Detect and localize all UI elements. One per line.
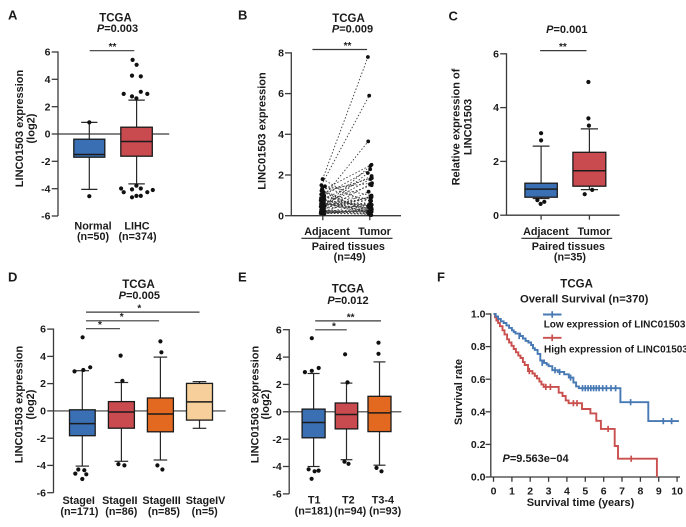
svg-text:(n=171): (n=171) — [60, 506, 99, 518]
svg-text:10: 10 — [671, 486, 683, 498]
svg-text:8: 8 — [637, 486, 643, 498]
svg-text:**: ** — [559, 42, 567, 53]
svg-text:-6: -6 — [41, 211, 50, 223]
svg-text:0: 0 — [493, 210, 499, 222]
svg-text:(n=181): (n=181) — [295, 505, 334, 517]
svg-text:6: 6 — [601, 486, 607, 498]
svg-text:6: 6 — [45, 47, 51, 59]
svg-text:0: 0 — [278, 210, 284, 222]
svg-text:4: 4 — [493, 102, 499, 114]
svg-text:6: 6 — [40, 324, 46, 336]
svg-text:4: 4 — [45, 74, 51, 86]
svg-text:P=0.001: P=0.001 — [546, 24, 587, 36]
svg-text:**: ** — [344, 41, 352, 52]
svg-text:Relative expression of: Relative expression of — [451, 68, 463, 185]
svg-text:LINC01503 expression: LINC01503 expression — [257, 72, 269, 190]
svg-text:Tumor: Tumor — [358, 226, 392, 238]
svg-text:Survival rate: Survival rate — [453, 359, 465, 425]
svg-text:-4: -4 — [41, 183, 50, 195]
svg-text:P=0.009: P=0.009 — [332, 23, 373, 35]
svg-text:Adjacent: Adjacent — [523, 226, 569, 238]
svg-text:Survival time (years): Survival time (years) — [527, 497, 635, 509]
svg-text:0: 0 — [45, 129, 51, 141]
svg-text:-4: -4 — [272, 461, 281, 473]
svg-text:-4: -4 — [37, 460, 46, 472]
svg-text:0.0: 0.0 — [471, 472, 486, 484]
svg-text:2: 2 — [493, 156, 499, 168]
svg-text:1: 1 — [509, 486, 515, 498]
svg-text:(n=50): (n=50) — [77, 231, 110, 243]
svg-text:**: ** — [109, 42, 117, 53]
svg-text:A: A — [8, 8, 18, 23]
svg-text:0.2: 0.2 — [471, 439, 486, 451]
svg-text:*: * — [332, 321, 336, 332]
svg-text:*: * — [98, 320, 102, 331]
svg-text:P=9.563e−04: P=9.563e−04 — [503, 453, 570, 465]
svg-text:0.6: 0.6 — [471, 374, 486, 386]
svg-text:(n=49): (n=49) — [334, 252, 367, 264]
svg-text:(log2): (log2) — [260, 389, 272, 419]
svg-text:8: 8 — [278, 48, 284, 60]
svg-text:(n=5): (n=5) — [192, 506, 219, 518]
svg-text:5: 5 — [582, 486, 588, 498]
svg-text:*: * — [120, 312, 124, 323]
svg-text:B: B — [238, 8, 247, 23]
svg-text:2: 2 — [276, 379, 282, 391]
svg-text:Adjacent: Adjacent — [304, 226, 350, 238]
svg-text:LINC01503 expression: LINC01503 expression — [14, 346, 26, 464]
svg-text:-2: -2 — [272, 434, 281, 446]
svg-text:2: 2 — [40, 378, 46, 390]
svg-text:(n=35): (n=35) — [554, 252, 587, 264]
svg-text:Tumor: Tumor — [578, 226, 612, 238]
svg-text:2: 2 — [278, 170, 284, 182]
svg-text:(log2): (log2) — [26, 113, 38, 143]
svg-text:9: 9 — [656, 486, 662, 498]
svg-text:LINC01503: LINC01503 — [463, 99, 475, 155]
svg-text:4: 4 — [564, 486, 570, 498]
svg-text:6: 6 — [276, 324, 282, 336]
svg-text:(n=86): (n=86) — [105, 506, 138, 518]
svg-text:0.8: 0.8 — [471, 341, 486, 353]
svg-text:2: 2 — [527, 486, 533, 498]
svg-text:0.4: 0.4 — [471, 406, 486, 418]
svg-text:P=0.012: P=0.012 — [327, 295, 368, 307]
svg-text:Overall Survival (n=370): Overall Survival (n=370) — [520, 293, 649, 305]
svg-text:-2: -2 — [41, 156, 50, 168]
svg-text:High expression of LINC01503: High expression of LINC01503 — [544, 345, 686, 356]
svg-text:D: D — [8, 270, 17, 285]
svg-text:3: 3 — [546, 486, 552, 498]
svg-text:E: E — [238, 270, 247, 285]
svg-text:6: 6 — [493, 48, 499, 60]
svg-text:*: * — [137, 303, 141, 314]
svg-text:TCGA: TCGA — [332, 284, 365, 296]
svg-text:1.0: 1.0 — [471, 309, 486, 321]
svg-text:6: 6 — [278, 88, 284, 100]
svg-text:7: 7 — [619, 486, 625, 498]
svg-text:P=0.003: P=0.003 — [97, 23, 138, 35]
svg-text:F: F — [437, 270, 445, 285]
svg-text:**: ** — [347, 312, 355, 323]
svg-text:4: 4 — [276, 352, 282, 364]
svg-text:-2: -2 — [37, 433, 46, 445]
svg-text:0: 0 — [40, 406, 46, 418]
svg-text:4: 4 — [278, 129, 284, 141]
svg-text:0: 0 — [276, 406, 282, 418]
svg-text:(n=94): (n=94) — [334, 505, 367, 517]
svg-text:(n=93): (n=93) — [369, 505, 402, 517]
svg-text:P=0.005: P=0.005 — [119, 290, 160, 302]
svg-text:LINC01503 expression: LINC01503 expression — [14, 70, 26, 188]
svg-text:-6: -6 — [272, 488, 281, 500]
svg-text:-6: -6 — [37, 487, 46, 499]
svg-text:Low expression of LINC01503: Low expression of LINC01503 — [544, 319, 686, 330]
svg-text:0: 0 — [491, 486, 497, 498]
svg-text:(n=374): (n=374) — [118, 231, 157, 243]
svg-text:TCGA: TCGA — [560, 279, 593, 291]
svg-text:C: C — [449, 9, 459, 24]
svg-text:(n=85): (n=85) — [148, 506, 181, 518]
svg-text:2: 2 — [45, 101, 51, 113]
svg-text:4: 4 — [40, 351, 46, 363]
svg-text:(log2): (log2) — [25, 389, 37, 419]
